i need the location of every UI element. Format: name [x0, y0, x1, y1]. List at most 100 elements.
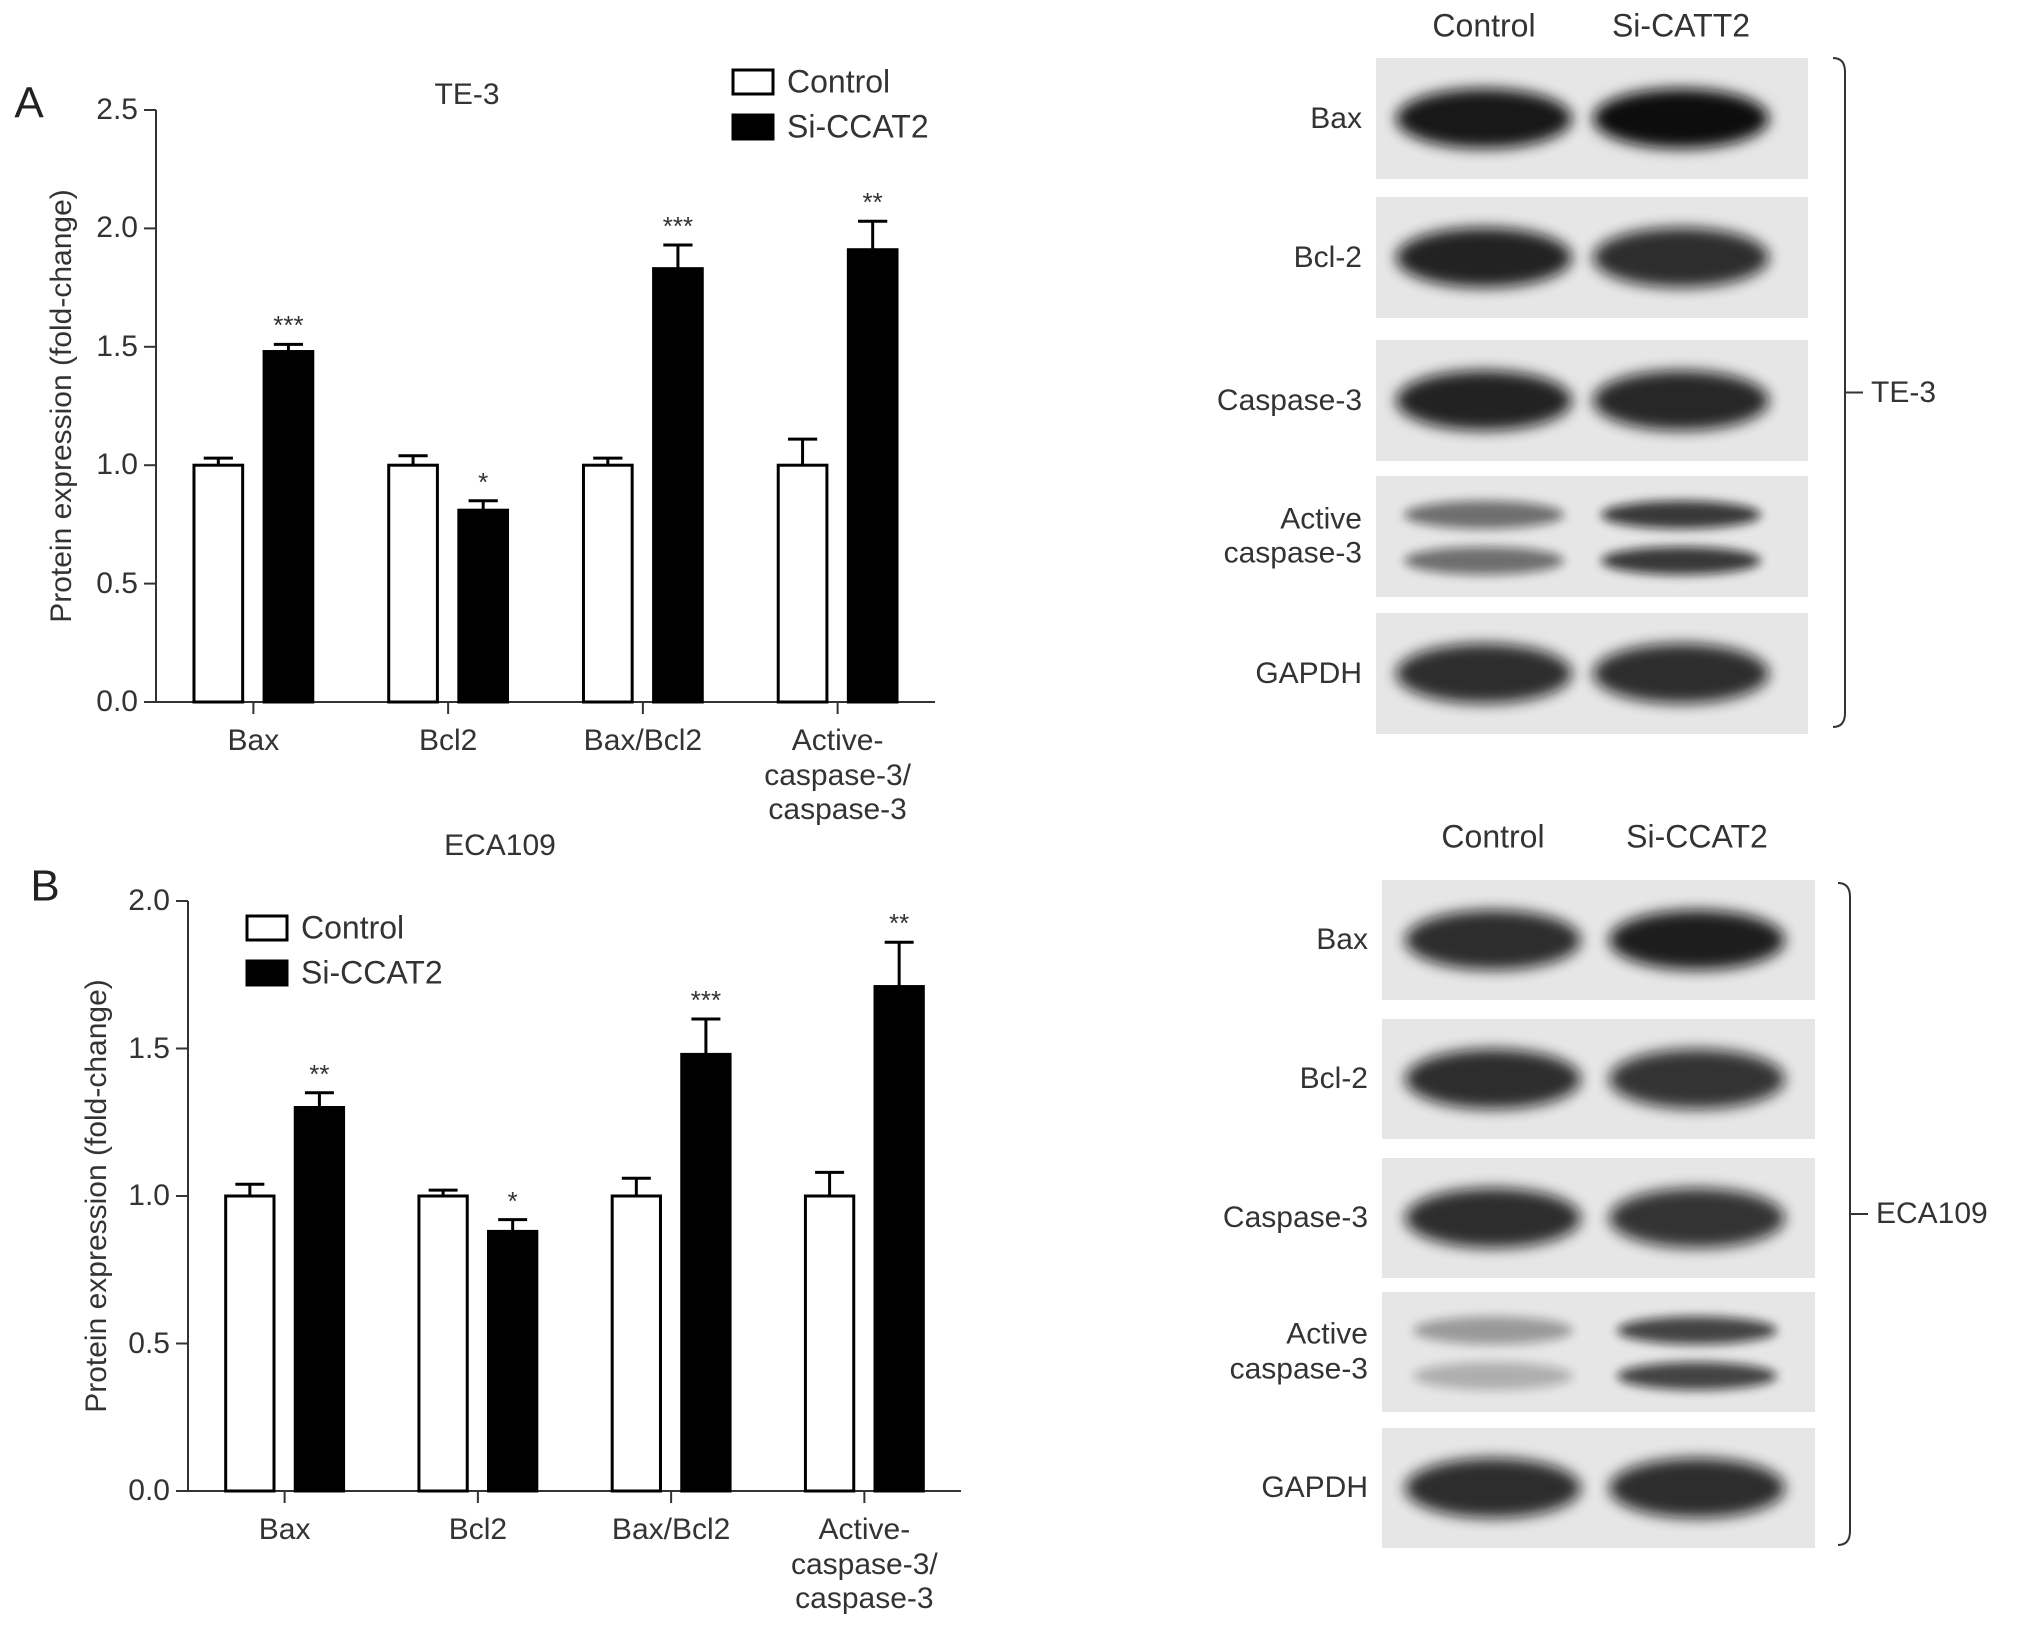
y-tick-label: 0.0 [96, 684, 138, 718]
band [1593, 88, 1769, 149]
band [1396, 370, 1572, 431]
significance-label: * [507, 1185, 518, 1216]
column-label: Si-CATT2 [1611, 7, 1751, 44]
row-label: Bcl-2 [1299, 1061, 1368, 1095]
band [1396, 227, 1572, 288]
band [1593, 370, 1769, 431]
y-tick-label: 0.5 [128, 1326, 170, 1360]
bar [873, 985, 925, 1493]
row-label: Caspase-3 [1216, 383, 1362, 417]
band [1396, 88, 1572, 149]
band [1609, 1049, 1785, 1109]
y-tick-label: 2.5 [96, 92, 138, 126]
band [1404, 546, 1564, 575]
column-label: Control [1432, 7, 1536, 44]
x-tick-label: Bcl2 [418, 724, 478, 757]
y-axis-label: Protein expression (fold-change) [79, 979, 113, 1413]
bar [680, 1052, 732, 1493]
cell-line-label: ECA109 [1876, 1196, 1988, 1230]
x-tick-label: Bax/Bcl2 [583, 724, 703, 757]
y-tick-label: 0.0 [128, 1473, 170, 1507]
band [1405, 1049, 1581, 1109]
row-label: Active caspase-3 [1223, 502, 1362, 570]
bar [610, 1194, 662, 1493]
row-label: Active caspase-3 [1229, 1317, 1368, 1386]
chart-title: TE-3 [434, 77, 500, 111]
bar [192, 463, 245, 704]
panel-label: B [30, 861, 60, 911]
x-tick-label: Active- caspase-3/ caspase-3 [791, 1513, 938, 1615]
row-label: GAPDH [1255, 656, 1362, 690]
band [1405, 910, 1581, 970]
bar [487, 1229, 539, 1493]
row-label: Bax [1310, 101, 1362, 135]
x-tick-label: Bax [227, 724, 280, 757]
bracket [1832, 57, 1846, 728]
band [1405, 1458, 1581, 1518]
band [1404, 500, 1564, 529]
significance-label: *** [690, 985, 722, 1016]
legend-swatch [731, 68, 775, 96]
band [1601, 500, 1761, 529]
row-label: GAPDH [1261, 1470, 1368, 1504]
bar [224, 1194, 276, 1493]
band [1609, 1188, 1785, 1248]
band [1609, 1458, 1785, 1518]
row-label: Bax [1316, 922, 1368, 956]
bar [262, 350, 315, 704]
legend-swatch [245, 914, 289, 942]
y-tick-label: 2.0 [128, 883, 170, 917]
blot-panel [1382, 1292, 1815, 1412]
significance-label: *** [273, 310, 304, 341]
bar [457, 508, 510, 704]
x-tick-label: Bax [258, 1513, 311, 1546]
bar [846, 248, 899, 704]
significance-label: *** [662, 211, 694, 242]
row-label: Caspase-3 [1222, 1200, 1368, 1234]
legend-label: Si-CCAT2 [787, 108, 929, 145]
band [1413, 1362, 1573, 1390]
band [1413, 1316, 1573, 1345]
panel-label: A [14, 78, 44, 128]
bar [652, 267, 704, 704]
x-tick-label: Bax/Bcl2 [611, 1513, 731, 1546]
cell-line-label: TE-3 [1871, 375, 1937, 409]
row-label: Bcl-2 [1293, 240, 1362, 274]
bracket [1837, 882, 1851, 1546]
band [1617, 1316, 1777, 1345]
significance-label: * [478, 466, 489, 497]
y-tick-label: 1.5 [96, 329, 138, 363]
legend-label: Si-CCAT2 [301, 954, 443, 991]
band [1593, 643, 1769, 704]
bar [293, 1106, 346, 1493]
y-tick-label: 1.5 [128, 1031, 170, 1065]
x-tick-label: Bcl2 [448, 1513, 508, 1546]
legend-label: Control [787, 63, 891, 100]
column-label: Si-CCAT2 [1626, 818, 1768, 855]
bar [776, 463, 829, 704]
y-tick-label: 2.0 [96, 211, 138, 245]
significance-label: ** [309, 1058, 330, 1089]
y-axis-label: Protein expression (fold-change) [44, 189, 78, 623]
y-tick-label: 0.5 [96, 566, 138, 600]
bar [803, 1194, 856, 1493]
column-label: Control [1441, 818, 1545, 855]
band [1609, 910, 1785, 970]
y-tick-label: 1.0 [96, 447, 138, 481]
bar [417, 1194, 469, 1493]
legend-swatch [731, 113, 775, 141]
band [1617, 1362, 1777, 1390]
legend-swatch [245, 959, 289, 987]
bar [581, 463, 634, 704]
significance-label: ** [889, 908, 910, 939]
band [1601, 546, 1761, 575]
band [1396, 643, 1572, 704]
bar [387, 463, 439, 704]
y-tick-label: 1.0 [128, 1178, 170, 1212]
x-tick-label: Active- caspase-3/ caspase-3 [764, 724, 911, 826]
legend-label: Control [301, 909, 405, 946]
band [1593, 227, 1769, 288]
chart-title: ECA109 [444, 828, 556, 862]
